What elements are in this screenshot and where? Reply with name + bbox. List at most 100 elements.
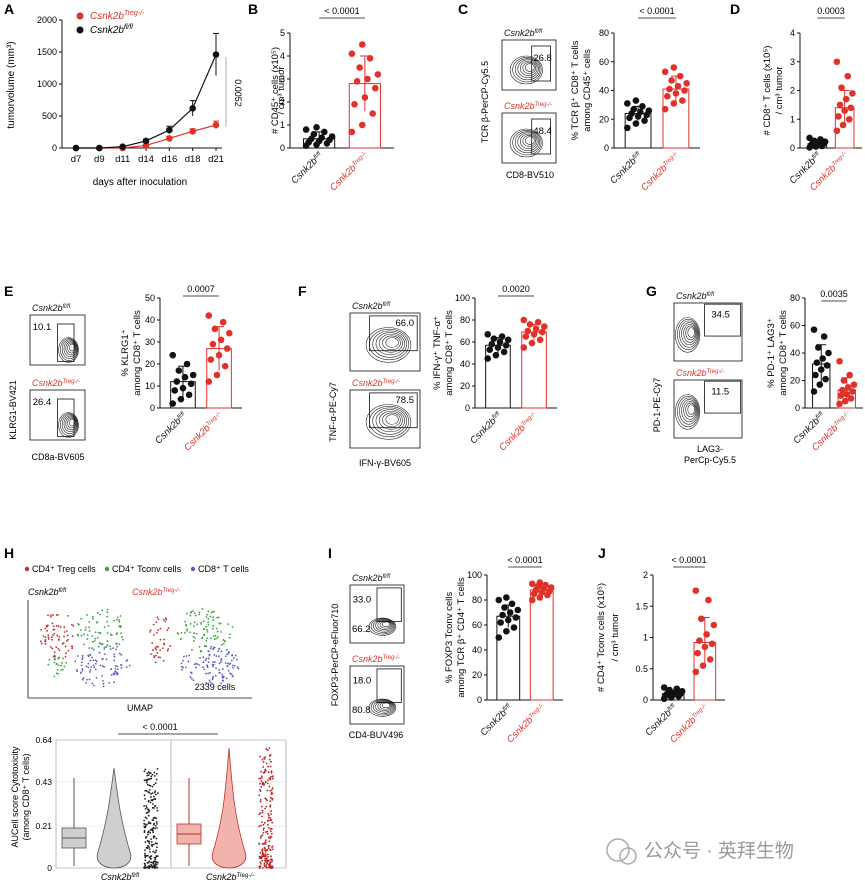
y-tick-label: 1 — [643, 633, 648, 643]
violin-dot — [154, 842, 157, 845]
violin-dot — [267, 812, 269, 815]
umap-dot — [157, 629, 159, 632]
panel-letter-g: G — [646, 283, 657, 299]
violin-dot — [263, 846, 266, 849]
umap-dot — [66, 634, 69, 637]
umap-dot — [189, 676, 192, 678]
umap-dot — [154, 661, 157, 664]
violin-dot — [270, 855, 272, 858]
umap-dot — [204, 659, 207, 662]
y-tick-label: 40 — [790, 348, 800, 358]
umap-dot — [61, 668, 64, 671]
violin-dot — [155, 861, 158, 863]
umap-dot — [159, 649, 162, 652]
flow-contour — [60, 413, 79, 436]
violin-dot — [150, 855, 153, 857]
violin-dot — [156, 842, 158, 845]
umap-dot — [201, 607, 204, 610]
violin-dot — [271, 787, 274, 790]
y-tick-label: 60 — [599, 57, 609, 67]
data-point — [496, 338, 504, 346]
umap-dot — [98, 641, 101, 644]
flow-contour — [514, 131, 541, 154]
violin-dot — [271, 846, 273, 848]
data-point — [498, 333, 506, 340]
flow-ko: Csnk2bTreg-/- 48.4 — [501, 101, 557, 164]
violin-shape — [96, 767, 132, 869]
flow-title: Csnk2bfl/fl — [504, 28, 543, 38]
data-point — [843, 390, 851, 398]
umap-dot — [231, 625, 234, 628]
p-value: < 0.0001 — [507, 555, 542, 565]
y-tick-label: 0 — [150, 403, 155, 413]
y-tick-label: 0 — [790, 143, 795, 153]
data-point — [692, 587, 700, 594]
flow-frame — [349, 665, 405, 725]
umap-dot — [67, 649, 70, 652]
y-tick-label: 0 — [643, 695, 648, 705]
x-tick-label: d18 — [185, 154, 201, 165]
violin-dot — [269, 837, 272, 840]
umap-dot — [229, 662, 232, 665]
data-point — [706, 656, 714, 663]
violin-dot — [146, 861, 149, 864]
umap-dot — [71, 647, 74, 650]
umap-dot — [55, 662, 58, 665]
flow-contour — [373, 700, 395, 714]
violin-dot — [267, 826, 270, 829]
umap-dot — [105, 658, 108, 661]
flow-y-label: KLRG1-BV421 — [8, 380, 18, 440]
umap-dot — [96, 611, 99, 614]
umap-dot — [152, 649, 154, 651]
umap-dot — [94, 659, 97, 662]
umap-dot — [228, 651, 230, 653]
violin-dot — [259, 788, 261, 791]
umap-dot — [52, 628, 55, 631]
data-point — [696, 637, 703, 644]
flow-gate — [369, 392, 418, 429]
y-tick-label: 40 — [460, 359, 470, 369]
data-point — [699, 662, 707, 669]
umap-dot — [184, 620, 187, 623]
umap-dot — [51, 622, 54, 625]
violin-dot — [144, 841, 147, 844]
umap-dot — [162, 618, 165, 621]
umap-dot — [219, 622, 222, 625]
y-tick-label: 1000 — [37, 79, 57, 89]
flow-contour — [69, 418, 76, 427]
violin-dot — [259, 782, 261, 785]
data-point — [810, 326, 818, 333]
data-point — [205, 312, 213, 319]
umap-dot — [193, 625, 195, 628]
y-tick-label: 80 — [790, 293, 800, 303]
flow-gate-value: 26.8 — [533, 53, 552, 64]
data-point — [215, 351, 223, 359]
umap-dot — [106, 611, 109, 613]
x-tick-label: d9 — [94, 154, 105, 165]
data-point — [514, 606, 522, 614]
flow-contour — [65, 341, 77, 356]
umap-dot — [85, 626, 87, 629]
flow-contour — [375, 409, 405, 433]
data-point — [366, 55, 374, 62]
y-tick-label: 10 — [145, 381, 155, 391]
panel-a-ylabel: tumorvolume (mm³) — [6, 41, 17, 128]
umap-dot — [99, 632, 101, 635]
violin-dot — [154, 858, 157, 861]
umap-dot — [91, 647, 94, 650]
violin-dot — [152, 819, 155, 822]
violin-dot — [265, 762, 268, 765]
flow-wt: Csnk2bfl/fl 34.5 — [673, 291, 743, 362]
umap-dot — [92, 684, 95, 687]
data-point — [166, 126, 173, 134]
violin-dot — [144, 789, 147, 792]
umap-dot — [118, 625, 121, 627]
flow-gate-value: 66.0 — [396, 318, 415, 329]
x-tick-label: d21 — [208, 154, 224, 165]
violin-dot — [261, 842, 264, 845]
umap-dot — [150, 653, 152, 656]
umap-dot — [102, 682, 105, 685]
y-tick-label: 0.5 — [635, 664, 648, 674]
umap-dot — [198, 613, 201, 616]
panel-a-chart: 0 500 1000 1500 2000 d7 d9 d11 d14 d16 d18 d21 — [37, 15, 224, 165]
